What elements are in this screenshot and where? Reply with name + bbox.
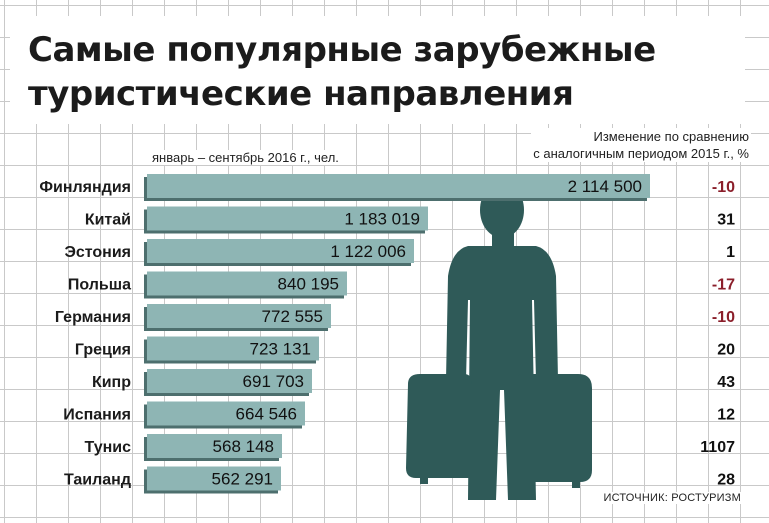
change-label: 1107 [700,439,735,456]
value-label: 664 546 [236,405,297,424]
country-label: Греция [75,342,131,359]
change-header-line-1: Изменение по сравнению [593,129,749,144]
change-label: 12 [717,407,735,424]
bar [147,206,428,231]
country-labels: Финляндия Китай Эстония Польша Германия Греци… [39,179,131,489]
bar-group [144,336,319,364]
bar-group [144,206,428,234]
country-label: Китай [85,212,131,229]
value-label: 568 148 [213,437,274,456]
country-label: Финляндия [39,179,131,196]
country-label: Кипр [92,374,131,391]
bar-group [144,239,414,266]
change-label: -10 [712,309,735,326]
value-label: 723 131 [250,340,311,359]
chart-subtitle: январь – сентябрь 2016 г., чел. [150,150,341,165]
bar-group [144,369,312,396]
bar [147,271,347,296]
bar-group [144,434,282,461]
change-label: 20 [717,342,735,359]
country-label: Польша [68,277,131,294]
bar [147,369,312,393]
country-label: Испания [63,407,131,424]
bar-group [144,174,650,201]
change-labels: -10 31 1 -17 -10 20 43 12 1107 28 [700,179,735,489]
bar-group [144,401,305,429]
bar-group [144,304,331,331]
change-label: -17 [712,277,735,294]
country-label: Германия [55,309,131,326]
change-label: -10 [712,179,735,196]
bar-group [144,271,347,299]
value-label: 772 555 [262,307,323,326]
value-label: 1 183 019 [344,210,420,229]
value-label: 691 703 [243,372,304,391]
country-label: Таиланд [64,472,131,489]
value-labels: 2 114 500 1 183 019 1 122 006 840 195 772 55… [212,177,642,489]
bars-layer [144,174,650,494]
country-label: Тунис [85,439,132,456]
bar-group [144,466,281,494]
bar [147,466,281,491]
change-label: 28 [717,472,735,489]
bar [147,239,414,263]
title-line-2: туристические направления [28,74,574,114]
change-label: 1 [726,244,735,261]
value-label: 2 114 500 [568,177,642,196]
source-note: ИСТОЧНИК: РОСТУРИЗМ [601,492,743,504]
value-label: 1 122 006 [330,242,406,261]
title-box [10,16,745,124]
title-line-1: Самые популярные зарубежные [28,30,656,70]
bar [147,336,319,361]
bar [147,434,282,458]
bar [147,174,650,198]
bar [147,401,305,426]
change-header-line-2: с аналогичным периодом 2015 г., % [533,146,749,161]
change-label: 43 [717,374,735,391]
value-label: 840 195 [278,275,339,294]
change-header: Изменение по сравнению с аналогичным пер… [531,128,751,162]
traveller-silhouette [406,182,592,500]
value-label: 562 291 [212,470,273,489]
country-label: Эстония [64,244,131,261]
change-label: 31 [717,212,735,229]
bar [147,304,331,328]
chart-title: Самые популярные зарубежные туристически… [28,28,656,116]
